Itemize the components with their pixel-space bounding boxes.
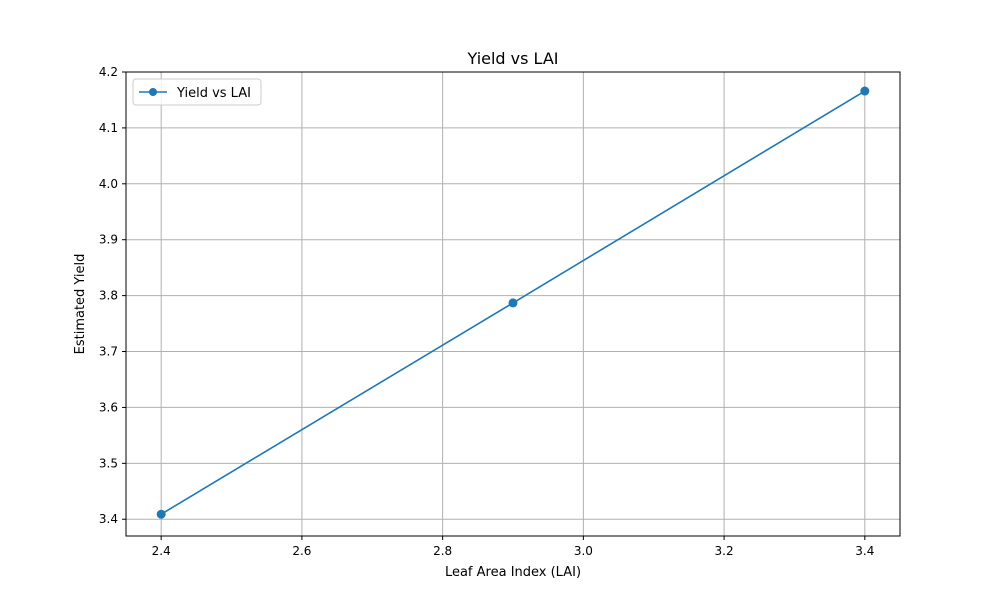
y-tick-label: 3.8 — [99, 289, 118, 303]
y-tick-label: 4.2 — [99, 65, 118, 79]
series-layer — [156, 86, 870, 519]
y-tick-label: 3.7 — [99, 345, 118, 359]
x-tick-label: 2.4 — [152, 544, 171, 558]
y-tick-label: 4.1 — [99, 121, 118, 135]
plot-frame — [125, 71, 901, 537]
legend: Yield vs LAI — [132, 78, 262, 106]
x-tick-label: 3.4 — [855, 544, 874, 558]
x-tick-label: 2.6 — [292, 544, 311, 558]
x-tick-label: 2.8 — [433, 544, 452, 558]
x-tick-label: 3.0 — [574, 544, 593, 558]
y-axis-label: Estimated Yield — [73, 254, 88, 355]
y-tick-label: 3.9 — [99, 233, 118, 247]
y-tick-label: 3.4 — [99, 512, 118, 526]
x-axis-ticks: 2.4 2.6 2.8 3.0 3.2 3.4 — [152, 536, 874, 558]
legend-entry-label: Yield vs LAI — [176, 86, 251, 101]
legend-marker — [149, 88, 157, 96]
x-tick-label: 3.2 — [715, 544, 734, 558]
legend-box — [132, 78, 262, 106]
y-tick-label: 4.0 — [99, 177, 118, 191]
chart-title: Yield vs LAI — [466, 49, 558, 68]
data-point — [508, 298, 518, 308]
data-point — [156, 509, 166, 519]
y-axis-ticks: 3.4 3.5 3.6 3.7 3.8 3.9 4.0 4.1 4.2 — [99, 65, 126, 526]
data-point — [860, 86, 870, 96]
y-tick-label: 3.5 — [99, 456, 118, 470]
x-axis-label: Leaf Area Index (LAI) — [445, 565, 581, 580]
y-tick-label: 3.6 — [99, 400, 118, 414]
